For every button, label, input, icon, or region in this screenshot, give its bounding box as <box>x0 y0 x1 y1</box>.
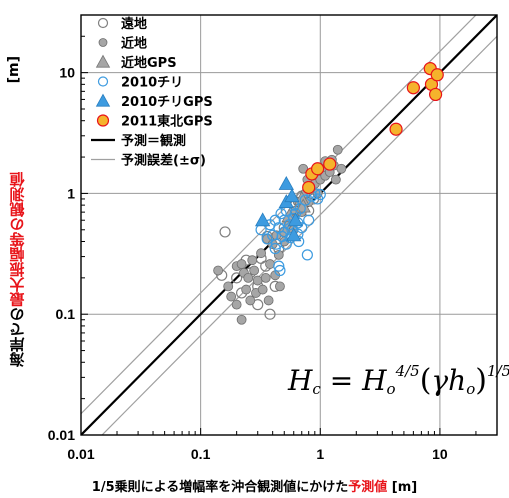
legend-label-chile_gps: 2010チリGPS <box>121 95 213 110</box>
data-point-chile_gps <box>287 212 304 227</box>
y-label-part-red: 最大振幅等の観測値 <box>8 172 27 308</box>
data-point-chile_gps <box>284 188 300 203</box>
data-point-tohoku <box>323 157 337 171</box>
data-point-near <box>249 265 260 276</box>
x-tick-label: 0.1 <box>191 446 211 462</box>
data-point-chile <box>261 233 273 245</box>
legend-label-far: 遠地 <box>121 16 147 32</box>
data-point-near <box>260 272 271 283</box>
formula-sub-c: c <box>312 380 321 398</box>
data-point-chile <box>275 208 287 220</box>
formula-h: h <box>448 364 467 397</box>
data-point-far <box>219 226 231 238</box>
data-point-near <box>332 144 343 155</box>
formula-gamma: γ <box>431 364 449 397</box>
y-tick-label: 0.01 <box>48 427 75 443</box>
data-point-chile_gps <box>254 212 271 227</box>
data-point-chile <box>299 194 311 206</box>
data-points <box>213 61 444 325</box>
y-tick-label: 0.1 <box>56 306 76 322</box>
formula-sub-o: o <box>386 380 396 398</box>
legend-marker-chile_gps <box>95 93 111 107</box>
data-point-near <box>223 281 234 292</box>
formula-exp-4-5: 4/5 <box>395 362 420 380</box>
x-axis-label: 1/5乗則による増幅率を沖合観測値にかけた予測値 [m] <box>0 476 509 495</box>
legend-label-line: 予測＝観測 <box>121 133 186 149</box>
data-point-chile <box>294 202 306 215</box>
data-point-near <box>241 284 252 295</box>
data-point-near <box>236 314 247 325</box>
legend-marker-far <box>97 17 109 29</box>
data-point-chile <box>269 214 281 226</box>
y-tick-labels: 0.01 0.1 1 10 <box>48 65 75 443</box>
legend-marker-tohoku <box>96 114 110 127</box>
x-tick-label: 1 <box>316 446 324 462</box>
legend-label-chile: 2010チリ <box>121 76 183 91</box>
plot-frame <box>80 14 498 436</box>
x-label-part-unit: [m] <box>387 480 418 495</box>
y-label-part-black: 海岸での <box>8 307 27 368</box>
data-point-chile <box>314 188 326 201</box>
formula-H2: H <box>362 364 387 397</box>
data-point-tohoku <box>311 162 325 176</box>
legend-label-tohoku: 2011東北GPS <box>121 114 213 130</box>
formula-exp-1-5: 1/5 <box>486 362 509 380</box>
data-point-near <box>236 259 247 269</box>
formula-sub-o2: o <box>466 380 476 398</box>
data-point-near <box>226 291 237 302</box>
data-point-near <box>273 249 284 260</box>
x-tick-label: 10 <box>432 446 448 462</box>
data-point-near <box>336 163 347 174</box>
data-point-near <box>330 174 341 185</box>
legend-marker-chile <box>97 76 109 87</box>
data-point-near <box>257 284 268 295</box>
data-point-near <box>213 265 224 276</box>
data-point-near <box>298 163 309 174</box>
axes-frame <box>80 14 498 436</box>
data-point-near <box>263 295 274 306</box>
legend-marker-near <box>98 38 108 47</box>
data-point-tohoku <box>430 68 444 82</box>
formula-equals: = <box>329 364 354 397</box>
data-point-tohoku <box>302 180 316 195</box>
error-line-lower <box>101 35 497 435</box>
x-tick-label: 0.01 <box>67 446 94 462</box>
data-point-near <box>275 281 285 292</box>
data-point-chile_gps <box>278 176 294 190</box>
x-label-part-black: 1/5乗則による増幅率を沖合観測値にかけた <box>91 480 349 495</box>
data-point-near <box>256 248 266 259</box>
data-point-far <box>264 308 276 320</box>
data-point-chile <box>301 249 313 261</box>
data-point-tohoku <box>428 87 443 102</box>
data-point-near <box>243 272 254 283</box>
data-point-chile <box>303 214 315 226</box>
data-point-tohoku <box>406 81 420 95</box>
data-point-chile <box>296 222 308 234</box>
data-point-tohoku <box>389 122 403 136</box>
data-point-far <box>231 272 243 284</box>
data-point-chile <box>273 260 285 272</box>
y-axis-label: 海岸での 最大振幅等の観測値 <box>4 80 30 460</box>
formula-annotation: Hc = Ho4/5(γho)1/5 <box>288 362 509 398</box>
formula-H: H <box>288 364 313 397</box>
data-point-chile <box>269 242 281 255</box>
data-point-near <box>247 255 258 266</box>
legend-label-near_gps: 近地GPS <box>121 55 177 71</box>
data-point-chile_gps <box>286 227 302 242</box>
data-point-near <box>231 299 242 310</box>
data-point-chile <box>274 264 286 277</box>
data-point-chile <box>280 238 292 250</box>
legend-marker-near_gps <box>95 54 111 68</box>
y-tick-label: 10 <box>59 65 75 81</box>
data-point-near <box>265 259 275 269</box>
x-tick-labels: 0.01 0.1 1 10 <box>67 446 448 462</box>
y-tick-label: 1 <box>67 185 75 201</box>
data-point-near <box>245 295 256 306</box>
legend-label-err: 予測誤差(±σ) <box>121 153 206 169</box>
x-label-part-red: 予測値 <box>348 480 388 495</box>
legend-label-near: 近地 <box>121 36 147 52</box>
